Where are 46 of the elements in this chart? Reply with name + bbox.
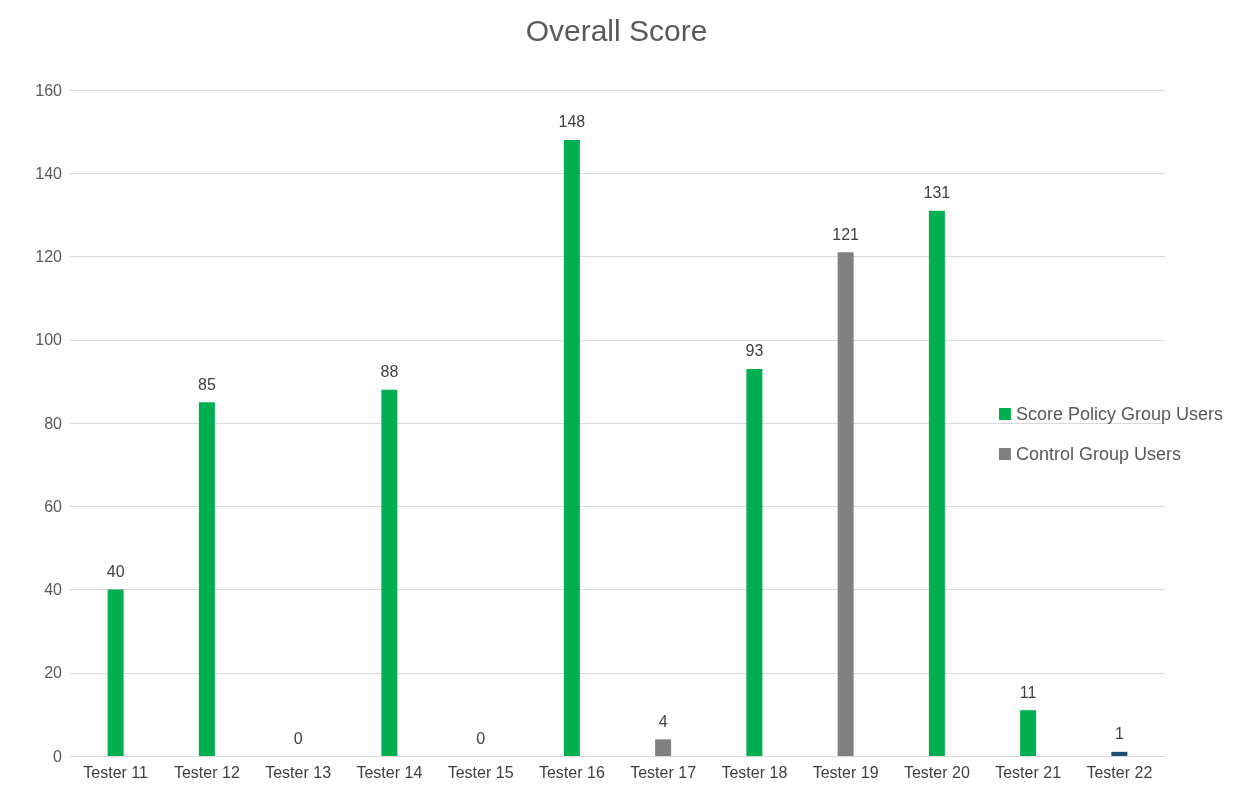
y-tick-label: 60 bbox=[44, 497, 63, 515]
bar bbox=[928, 210, 945, 756]
y-tick-label: 80 bbox=[44, 414, 63, 432]
bar bbox=[563, 139, 580, 756]
bar bbox=[107, 589, 124, 756]
y-tick-label: 140 bbox=[35, 164, 63, 182]
data-label: 93 bbox=[745, 342, 764, 360]
x-tick-label: Tester 14 bbox=[356, 763, 423, 781]
bar bbox=[1111, 751, 1128, 756]
y-tick-label: 100 bbox=[35, 331, 63, 349]
data-label: 148 bbox=[558, 113, 586, 131]
data-label: 0 bbox=[476, 729, 486, 747]
data-label: 4 bbox=[658, 712, 668, 730]
bar bbox=[381, 389, 398, 756]
x-tick-label: Tester 19 bbox=[812, 763, 879, 781]
data-label: 40 bbox=[106, 563, 125, 580]
chart-title: Overall Score bbox=[525, 13, 708, 47]
x-tick-label: Tester 21 bbox=[995, 763, 1062, 781]
data-label: 1 bbox=[1114, 725, 1124, 743]
x-tick-label: Tester 13 bbox=[265, 763, 332, 781]
y-tick-label: 160 bbox=[35, 81, 63, 99]
data-label: 11 bbox=[1019, 683, 1037, 701]
x-tick-label: Tester 18 bbox=[721, 763, 788, 781]
y-tick-label: 120 bbox=[35, 248, 63, 265]
y-tick-label: 40 bbox=[44, 581, 63, 598]
data-label: 85 bbox=[197, 375, 216, 393]
bar bbox=[655, 739, 672, 756]
bar bbox=[746, 368, 763, 756]
x-tick-label: Tester 17 bbox=[630, 763, 697, 781]
y-tick-label: 0 bbox=[53, 747, 63, 765]
data-label: 131 bbox=[923, 184, 951, 202]
bar bbox=[198, 402, 215, 756]
x-tick-label: Tester 22 bbox=[1086, 763, 1153, 781]
data-label: 88 bbox=[380, 363, 399, 381]
legend-label: Control Group Users bbox=[1015, 444, 1181, 464]
x-tick-label: Tester 11 bbox=[83, 763, 149, 781]
x-tick-label: Tester 20 bbox=[903, 763, 970, 781]
legend-label: Score Policy Group Users bbox=[1015, 404, 1224, 424]
x-tick-label: Tester 15 bbox=[447, 763, 514, 781]
bar bbox=[1020, 710, 1037, 756]
bar bbox=[837, 252, 854, 756]
data-label: 121 bbox=[832, 225, 860, 243]
y-tick-label: 20 bbox=[44, 664, 63, 682]
x-tick-label: Tester 12 bbox=[173, 763, 240, 781]
data-label: 0 bbox=[293, 729, 303, 747]
x-tick-label: Tester 16 bbox=[538, 763, 605, 781]
